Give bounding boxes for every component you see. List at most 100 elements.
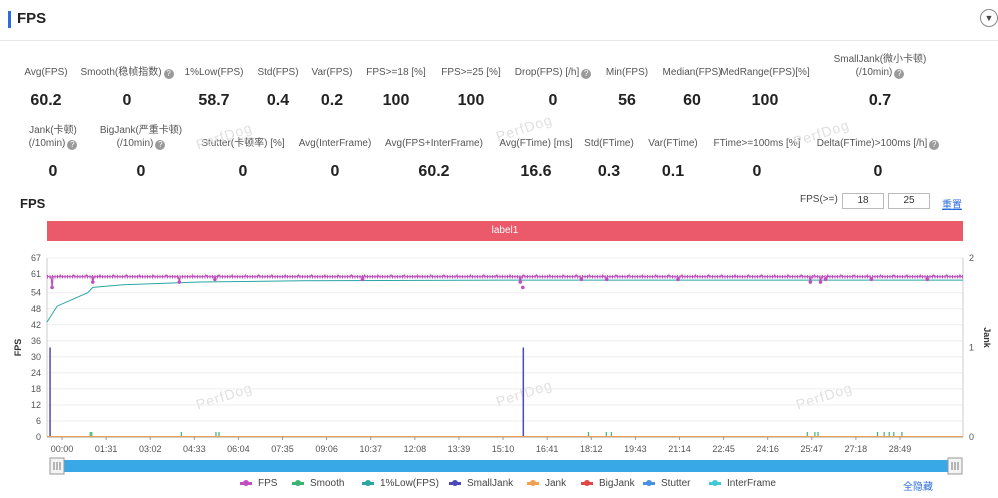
stat-label-text: Delta(FTime)>100ms [/h] — [816, 138, 928, 149]
y-tick-label: 61 — [31, 269, 41, 279]
stat-label-text: Avg(InterFrame) — [298, 138, 372, 149]
stat-label: SmallJank(微小卡顿) — [810, 53, 950, 66]
y2-tick-label: 2 — [969, 253, 974, 263]
legend-item[interactable]: Stutter — [643, 478, 690, 489]
y2-axis-title: Jank — [982, 327, 992, 349]
help-icon[interactable]: ? — [929, 140, 940, 150]
stat-label: Var(FPS) — [262, 66, 402, 79]
y-tick-label: 67 — [31, 253, 41, 263]
stat-value: 0.7 — [868, 92, 892, 109]
stat-label-text: FPS>=25 [%] — [441, 67, 501, 78]
hide-all-button[interactable]: 全隐藏 — [903, 482, 933, 493]
x-tick-label: 06:04 — [227, 444, 250, 454]
stat-label-text: Median(FPS) — [662, 67, 722, 78]
fps-dip-point — [925, 277, 930, 282]
x-tick-label: 22:45 — [712, 444, 735, 454]
legend-label: Stutter — [661, 478, 691, 489]
stat-item: Std(FPS) 0.4 — [208, 66, 348, 109]
stat-value: 0 — [548, 92, 558, 109]
x-tick-label: 21:14 — [668, 444, 691, 454]
stat-label-text: Std(FTime) — [584, 138, 634, 149]
stat-value: 0 — [48, 163, 58, 180]
stat-value: 0 — [136, 163, 146, 180]
x-tick-label: 07:35 — [271, 444, 294, 454]
stat-item: SmallJank(微小卡顿) (/10min)? 0.7 — [810, 53, 950, 109]
y-tick-label: 0 — [36, 432, 41, 442]
stat-label: Avg(InterFrame) — [265, 137, 405, 150]
stat-value: 56 — [618, 92, 636, 109]
stat-label-text: BigJank(严重卡顿) — [99, 125, 183, 136]
help-icon[interactable]: ? — [894, 69, 905, 79]
stat-item: Std(FTime) 0.3 — [539, 137, 679, 180]
legend-item[interactable]: FPS — [240, 478, 277, 489]
x-tick-label: 09:06 — [315, 444, 338, 454]
stat-label-text: Drop(FPS) [/h] — [514, 67, 580, 78]
stat-value: 0.4 — [266, 92, 290, 109]
y-tick-label: 36 — [31, 336, 41, 346]
legend-item[interactable]: BigJank — [581, 478, 635, 489]
y-tick-label: 6 — [36, 416, 41, 426]
stat-label: Smooth(稳帧指数)? — [57, 66, 197, 79]
stat-label-unit: (/10min)? — [0, 137, 123, 150]
y-tick-label: 42 — [31, 320, 41, 330]
legend-item[interactable]: SmallJank — [449, 478, 513, 489]
fps-dip-point — [91, 280, 95, 284]
stat-item: FPS>=18 [%] 100 — [326, 66, 466, 109]
fps-dip-point — [177, 280, 182, 284]
stat-value: 0 — [873, 163, 883, 180]
stat-value: 0 — [330, 163, 340, 180]
x-tick-label: 04:33 — [183, 444, 206, 454]
x-tick-label: 13:39 — [448, 444, 471, 454]
stat-label: Avg(FTime) [ms] — [466, 137, 606, 150]
stat-label: Avg(FPS+InterFrame) — [364, 137, 504, 150]
stat-label: Std(FPS) — [208, 66, 348, 79]
stat-label-text: SmallJank(微小卡顿) — [833, 54, 927, 65]
stat-item: Median(FPS) 60 — [622, 66, 762, 109]
fps-dip-point — [213, 277, 217, 282]
fps-dip-point — [360, 277, 365, 282]
legend-label: BigJank — [599, 478, 635, 489]
x-tick-label: 16:41 — [536, 444, 559, 454]
reset-link[interactable]: 重置 — [942, 200, 962, 211]
stat-label: BigJank(严重卡顿) — [71, 124, 211, 137]
stat-item: Var(FTime) 0.1 — [603, 137, 743, 180]
legend-swatch — [709, 479, 721, 486]
legend-item[interactable]: 1%Low(FPS) — [362, 478, 439, 489]
x-tick-label: 18:12 — [580, 444, 603, 454]
y-tick-label: 54 — [31, 288, 41, 298]
help-icon[interactable]: ? — [155, 140, 166, 150]
legend-label: Smooth — [310, 478, 345, 489]
legend-item[interactable]: InterFrame — [709, 478, 776, 489]
fps-threshold-high-input[interactable]: 25 — [888, 193, 930, 209]
timeline-scrollbar-track — [53, 460, 962, 472]
stat-value: 60.2 — [30, 92, 62, 109]
fps-dip-point — [676, 277, 680, 282]
help-icon[interactable]: ? — [581, 69, 592, 79]
stat-item: Drop(FPS) [/h]? 0 — [483, 66, 623, 109]
x-tick-label: 15:10 — [492, 444, 515, 454]
stat-label: Stutter(卡顿率) [%] — [173, 137, 313, 150]
stat-value: 60.2 — [418, 163, 450, 180]
stat-label-text: Std(FPS) — [257, 67, 299, 78]
stat-label-unit: (/10min)? — [810, 66, 950, 79]
legend-item[interactable]: Smooth — [292, 478, 344, 489]
segment-label-bar[interactable]: label1 — [47, 221, 963, 241]
stat-item: Avg(InterFrame) 0 — [265, 137, 405, 180]
stat-value: 16.6 — [520, 163, 552, 180]
help-icon[interactable]: ? — [67, 140, 78, 150]
legend-item[interactable]: Jank — [527, 478, 566, 489]
legend-label: SmallJank — [467, 478, 514, 489]
stat-label-text: Min(FPS) — [605, 67, 649, 78]
fps-dip-point — [518, 280, 523, 284]
stat-label: Avg(FPS) — [0, 66, 116, 79]
stat-label-unit: (/10min)? — [71, 137, 211, 150]
fps-threshold-low-input[interactable]: 18 — [842, 193, 884, 209]
help-icon[interactable]: ? — [163, 69, 174, 79]
x-tick-label: 19:43 — [624, 444, 647, 454]
stat-value: 100 — [457, 92, 485, 109]
stat-value: 0.3 — [597, 163, 621, 180]
stat-item: Stutter(卡顿率) [%] 0 — [173, 137, 313, 180]
stat-item: FPS>=25 [%] 100 — [401, 66, 541, 109]
legend-swatch — [362, 479, 374, 486]
x-tick-label: 27:18 — [845, 444, 868, 454]
